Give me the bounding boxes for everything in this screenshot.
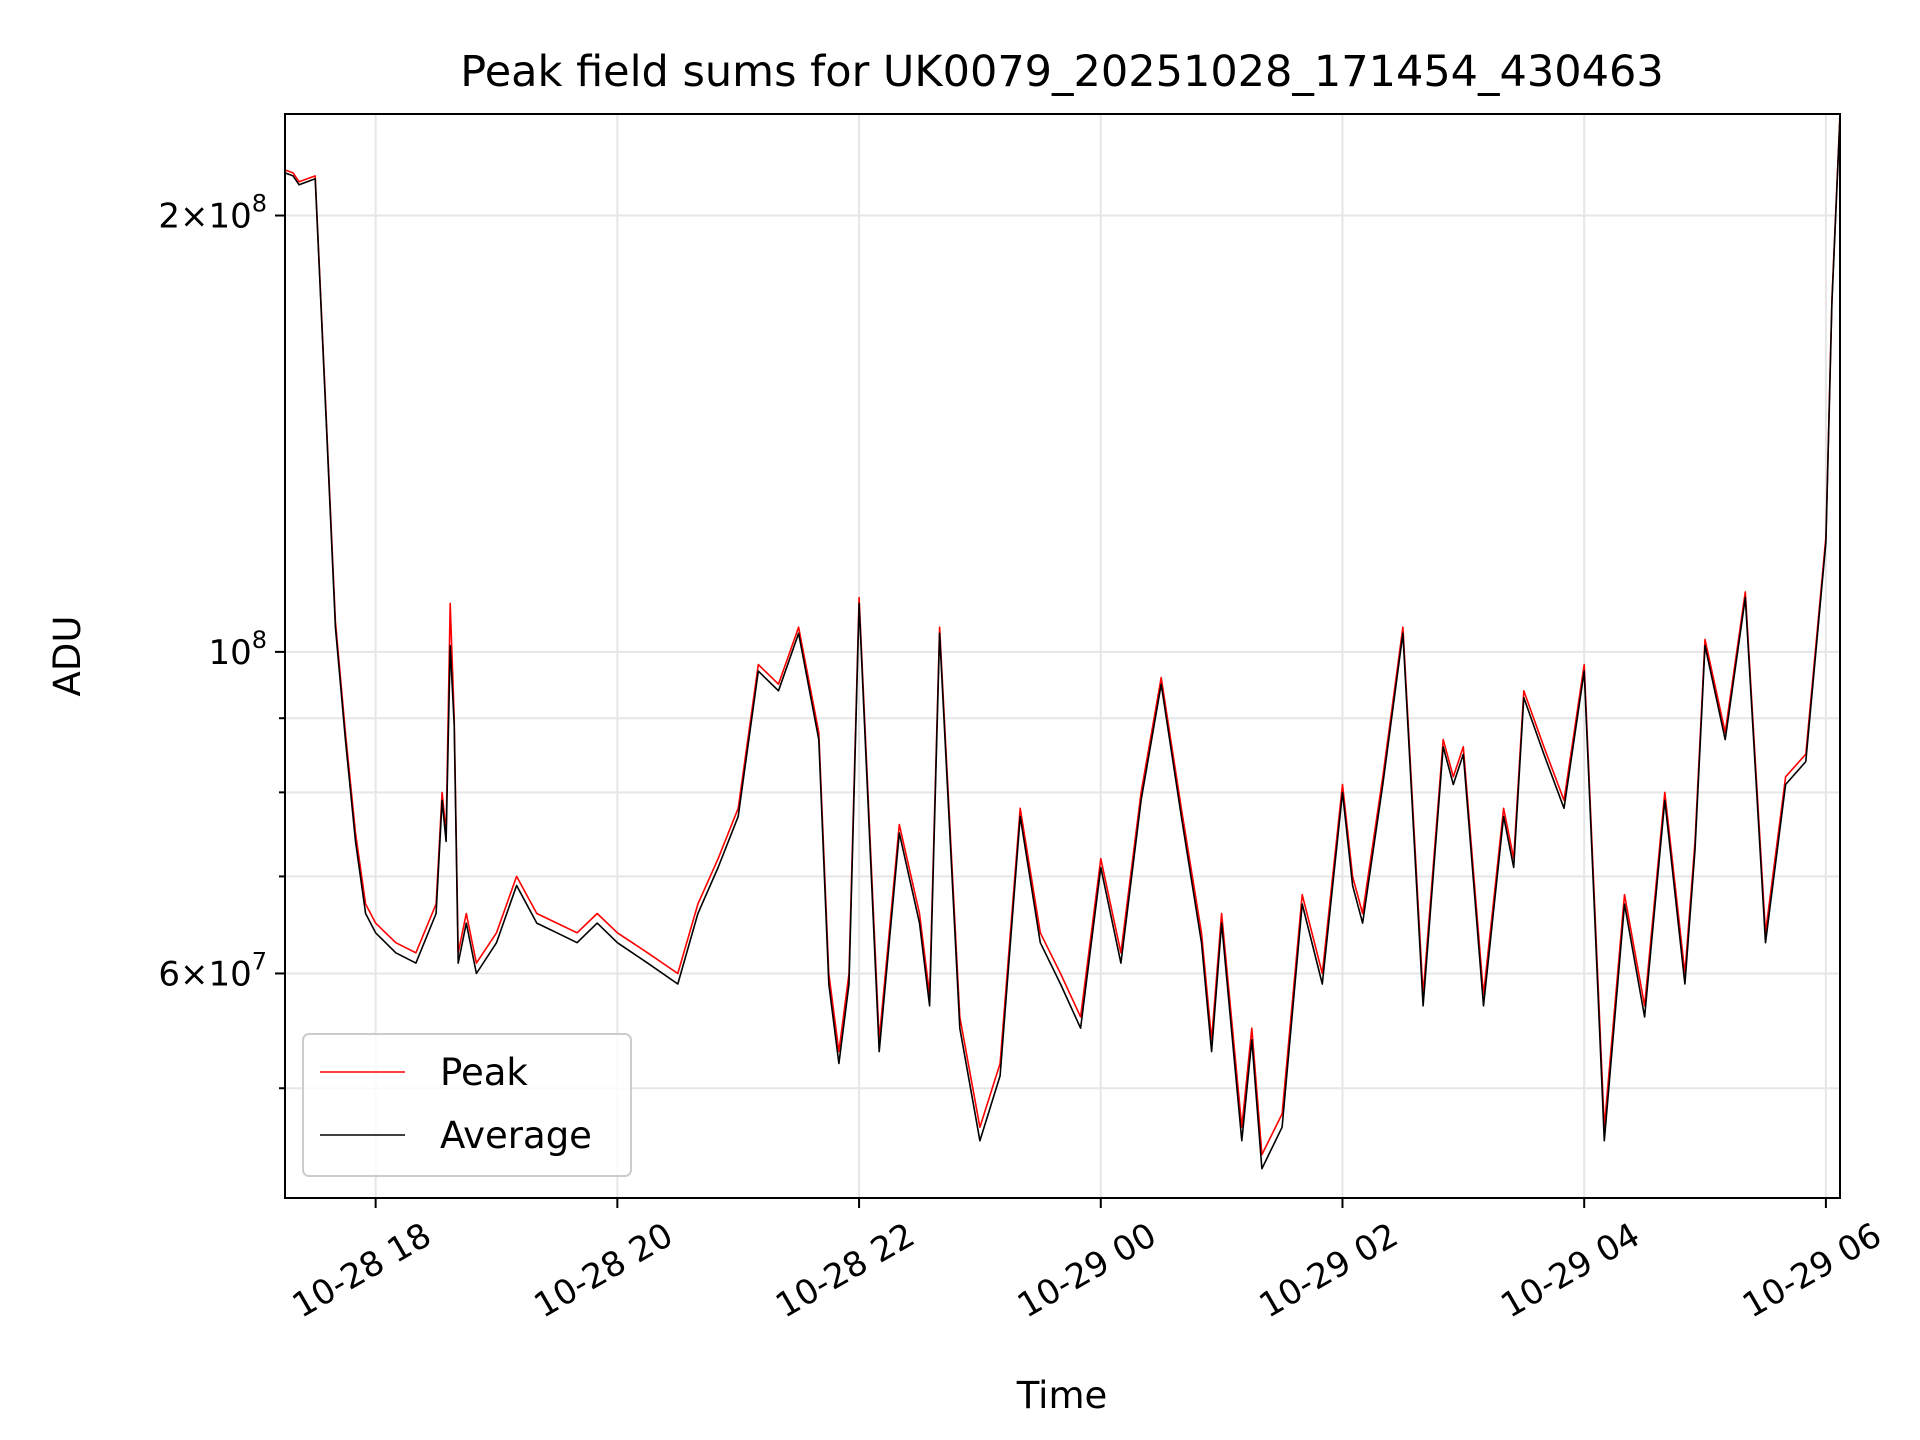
legend-label-peak: Peak	[440, 1051, 528, 1094]
y-axis-label: ADU	[46, 616, 89, 697]
legend: Peak Average	[302, 1033, 632, 1177]
y-axis: 2×108 108 6×107	[158, 190, 285, 1090]
plot-frame	[284, 113, 1841, 1199]
y-tick-label: 2×108	[158, 190, 267, 237]
series-line-average	[285, 116, 1840, 1170]
legend-box	[302, 1033, 632, 1177]
series-layer	[285, 114, 1840, 1170]
chart-title: Peak field sums for UK0079_20251028_1714…	[460, 47, 1663, 97]
y-tick-label: 108	[208, 626, 267, 673]
x-axis-label: Time	[1016, 1374, 1108, 1417]
y-tick-label: 6×107	[158, 947, 267, 994]
legend-label-average: Average	[440, 1114, 592, 1157]
